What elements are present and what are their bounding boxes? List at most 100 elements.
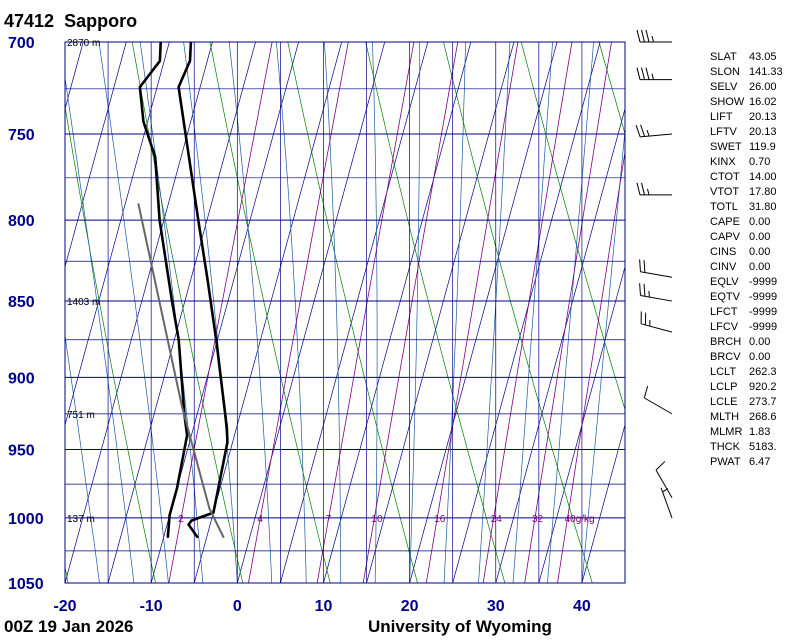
index-value: 17.80 (749, 186, 777, 198)
sounding-time: 00Z 19 Jan 2026 (4, 617, 134, 636)
index-key: SELV (710, 81, 738, 93)
moist-adiabat (324, 42, 342, 583)
index-value: 0.00 (749, 216, 771, 228)
index-key: BRCV (710, 351, 741, 363)
moist-adiabat (443, 42, 466, 583)
wind-barb (643, 385, 673, 415)
index-row: SHOW 16.02 (710, 95, 798, 110)
index-value: 920.2 (749, 381, 777, 393)
index-row: SWET 119.9 (710, 140, 798, 155)
index-key: CINS (710, 246, 737, 258)
index-row: SLON 141.33 (710, 65, 798, 80)
temperature-tick-label: 20 (401, 598, 419, 615)
mixing-ratio-line (316, 42, 415, 583)
mixing-ratio-line (524, 42, 612, 583)
wind-barb (660, 487, 673, 519)
index-value: 0.00 (749, 336, 771, 348)
isotherm (495, 107, 625, 583)
isotherm (65, 42, 213, 583)
barb-feather (645, 67, 650, 80)
isotherm (366, 42, 515, 583)
pressure-tick-label: 900 (8, 370, 35, 387)
moist-adiabat (372, 42, 378, 583)
barb-feather (636, 182, 641, 196)
index-key: KINX (710, 156, 736, 168)
isotherm (65, 42, 170, 427)
temperature-tick-label: 0 (233, 598, 242, 615)
wind-barb (635, 124, 673, 138)
barb-half-feather (646, 130, 650, 137)
index-row: MLMR 1.83 (710, 425, 798, 440)
pressure-tick-label: 1050 (8, 576, 44, 593)
index-key: CAPE (710, 216, 740, 228)
barb-feather (639, 283, 641, 296)
mixing-ratio-label: 7 (326, 514, 332, 525)
index-key: PWAT (710, 456, 741, 468)
mixing-ratio-line (482, 42, 573, 583)
dry-adiabat (287, 42, 418, 583)
index-row: CTOT 14.00 (710, 170, 798, 185)
isotherm (581, 423, 625, 583)
index-key: EQTV (710, 291, 740, 303)
index-row: BRCV 0.00 (710, 350, 798, 365)
moist-adiabat (65, 74, 135, 583)
index-key: SLAT (710, 51, 737, 63)
index-row: LCLT 262.3 (710, 365, 798, 380)
dry-adiabat (209, 42, 331, 583)
index-row: THCK 5183. (710, 440, 798, 455)
index-value: 141.33 (749, 66, 783, 78)
pressure-tick-label: 850 (8, 294, 35, 311)
mixing-ratio-label: 4 (257, 514, 263, 525)
barb-feather (643, 283, 646, 297)
index-row: CAPE 0.00 (710, 215, 798, 230)
height-label: 137 m (67, 514, 95, 525)
barb-staff (640, 133, 673, 138)
index-key: VTOT (710, 186, 740, 198)
barb-half-feather (651, 73, 654, 80)
pressure-tick-label: 750 (8, 127, 35, 144)
moist-adiabat (547, 42, 595, 583)
mixing-ratio-line (248, 42, 349, 583)
index-row: LFCV -9999 (710, 320, 798, 335)
isotherm (65, 42, 127, 269)
pressure-tick-label: 950 (8, 442, 35, 459)
moist-adiabat (478, 42, 511, 583)
axis-labels: 700 750 800 850 900 950 1000 1050 -20 -10 0 10 20 30 4… (8, 35, 595, 615)
index-value: 0.00 (749, 351, 771, 363)
plot-frame (64, 41, 626, 584)
wind-barb (636, 67, 672, 81)
moist-adiabat (581, 126, 625, 583)
index-value: 20.13 (749, 111, 777, 123)
barb-feather (639, 259, 641, 272)
isotherm (280, 42, 429, 583)
dry-adiabat (520, 42, 625, 411)
moist-adiabat (275, 42, 307, 583)
index-row: MLTH 268.6 (710, 410, 798, 425)
index-row: CINS 0.00 (710, 245, 798, 260)
barb-feather (641, 29, 645, 43)
height-label: 1403 m (67, 297, 100, 308)
index-row: TOTL 31.80 (710, 200, 798, 215)
wind-barb (655, 461, 673, 498)
index-value: -9999 (749, 321, 778, 333)
index-row: LCLE 273.7 (710, 395, 798, 410)
mixing-ratio-label: 16 (434, 514, 446, 525)
mixing-ratio-label: 10 (371, 514, 383, 525)
mixing-ratio-line (557, 149, 625, 583)
wind-barb (639, 283, 673, 302)
index-key: TOTL (710, 201, 738, 213)
isotherm (65, 42, 84, 111)
index-row: LIFT 20.13 (710, 110, 798, 125)
dewpoint-line (138, 42, 189, 538)
barb-feather (645, 29, 650, 43)
index-value: 262.3 (749, 366, 777, 378)
moist-adiabat (409, 42, 421, 583)
isotherm (538, 265, 625, 583)
isotherm (323, 42, 472, 583)
grid (64, 41, 626, 584)
index-key: LCLT (710, 366, 737, 378)
source-label: University of Wyoming (368, 617, 552, 636)
barb-half-feather (647, 188, 650, 196)
dry-adiabat (65, 565, 69, 583)
isotherm (193, 42, 342, 583)
